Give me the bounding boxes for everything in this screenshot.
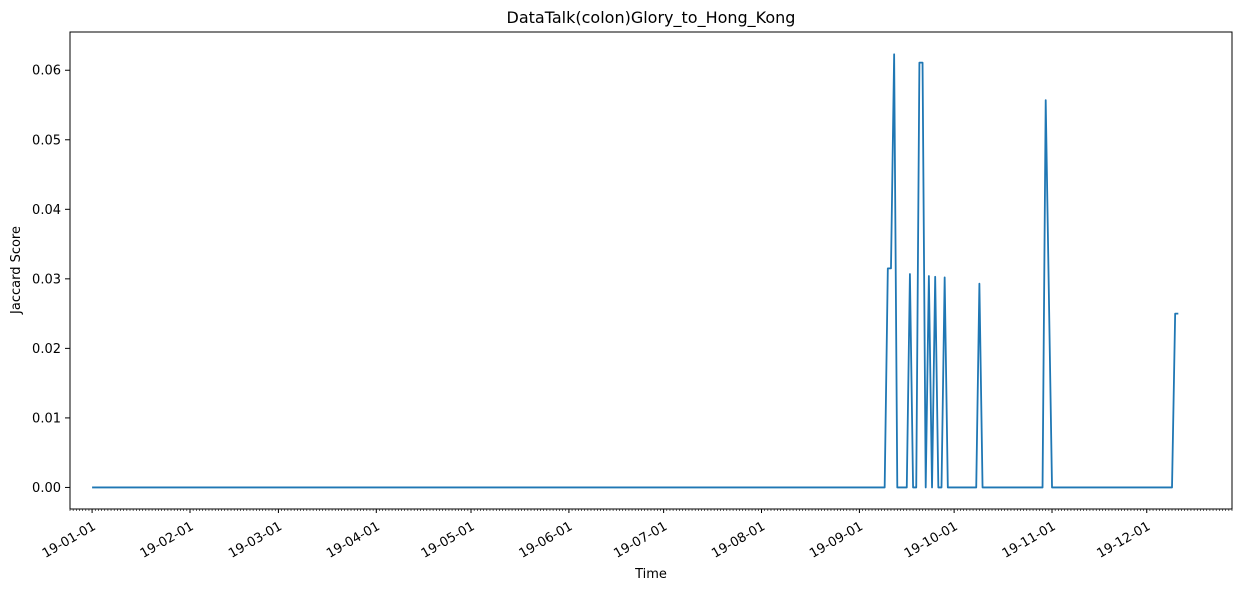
y-tick-label: 0.06 (32, 64, 61, 79)
x-tick-label: 19-06-01 (517, 519, 576, 561)
y-tick-label: 0.03 (32, 272, 61, 287)
x-tick-label: 19-04-01 (324, 519, 383, 561)
x-axis-ticks: 19-01-01 19-02-01 19-03-01 19-04-01 19-05-01… (40, 509, 1233, 562)
x-tick-label: 19-02-01 (138, 519, 197, 561)
x-tick-label: 19-12-01 (1095, 519, 1154, 561)
series-line-0 (92, 53, 1179, 489)
plot-frame (69, 31, 1233, 510)
y-tick-label: 0.04 (32, 203, 61, 218)
y-tick-label: 0.01 (32, 411, 61, 426)
series-layer (92, 53, 1179, 489)
x-tick-label: 19-07-01 (611, 519, 670, 561)
y-tick-label: 0.02 (32, 342, 61, 357)
x-tick-label: 19-11-01 (1000, 519, 1059, 561)
y-tick-label: 0.00 (32, 481, 61, 496)
x-tick-label: 19-05-01 (419, 519, 478, 561)
x-tick-label: 19-01-01 (40, 519, 99, 561)
x-tick-label: 19-09-01 (807, 519, 866, 561)
x-tick-label: 19-10-01 (902, 519, 961, 561)
x-axis-label: Time (634, 567, 667, 582)
y-tick-label: 0.05 (32, 133, 61, 148)
chart-title: DataTalk(colon)Glory_to_Hong_Kong (507, 8, 796, 28)
y-axis-ticks: 0.00 0.01 0.02 0.03 0.04 0.05 0.06 (32, 64, 70, 496)
x-tick-label: 19-08-01 (709, 519, 768, 561)
y-axis-label: Jaccard Score (9, 226, 24, 315)
x-tick-label: 19-03-01 (226, 519, 285, 561)
